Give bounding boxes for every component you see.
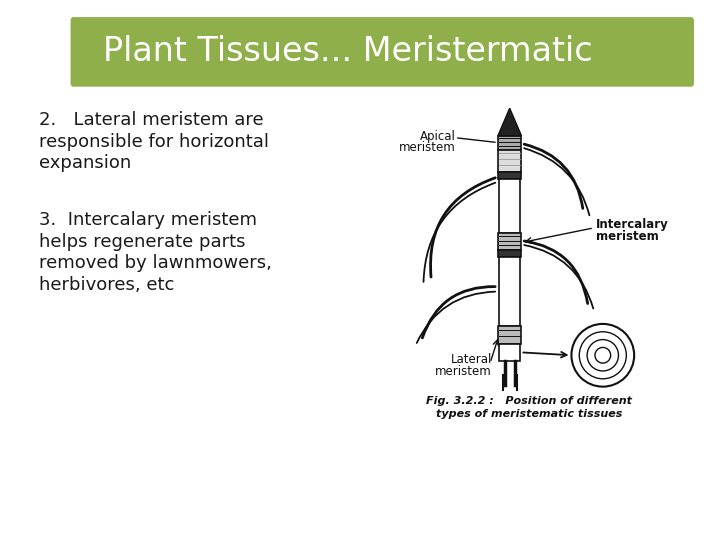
FancyBboxPatch shape — [71, 17, 694, 87]
Text: meristem: meristem — [596, 230, 659, 243]
Text: meristem: meristem — [436, 365, 492, 378]
FancyArrowPatch shape — [417, 292, 495, 343]
Text: types of meristematic tissues: types of meristematic tissues — [436, 409, 623, 419]
Bar — [499, 257, 521, 326]
Bar — [498, 251, 521, 257]
Text: 2.   Lateral meristem are: 2. Lateral meristem are — [39, 111, 264, 129]
FancyArrowPatch shape — [431, 178, 495, 277]
Text: Plant Tissues... Meristermatic: Plant Tissues... Meristermatic — [103, 36, 593, 69]
FancyArrowPatch shape — [524, 245, 593, 308]
FancyArrowPatch shape — [423, 287, 495, 338]
Text: expansion: expansion — [39, 154, 132, 172]
Polygon shape — [498, 109, 521, 136]
Text: responsible for horizontal: responsible for horizontal — [39, 133, 269, 151]
Bar — [499, 343, 521, 361]
Text: meristem: meristem — [399, 140, 456, 153]
Text: removed by lawnmowers,: removed by lawnmowers, — [39, 254, 272, 272]
Text: Intercalary: Intercalary — [596, 218, 669, 231]
Circle shape — [572, 324, 634, 387]
Text: herbivores, etc: herbivores, etc — [39, 276, 174, 294]
Text: Lateral: Lateral — [451, 353, 492, 366]
Bar — [498, 136, 521, 151]
Bar — [498, 151, 521, 172]
Bar — [499, 179, 521, 233]
Text: Fig. 3.2.2 :   Position of different: Fig. 3.2.2 : Position of different — [426, 396, 632, 407]
FancyArrowPatch shape — [423, 183, 495, 282]
Text: Apical: Apical — [420, 130, 456, 143]
FancyArrowPatch shape — [524, 144, 582, 208]
Bar — [498, 233, 521, 251]
Bar — [498, 326, 521, 343]
FancyArrowPatch shape — [524, 148, 590, 215]
Text: helps regenerate parts: helps regenerate parts — [39, 233, 246, 251]
Bar — [498, 172, 521, 179]
FancyArrowPatch shape — [524, 241, 588, 303]
Text: 3.  Intercalary meristem: 3. Intercalary meristem — [39, 211, 257, 229]
